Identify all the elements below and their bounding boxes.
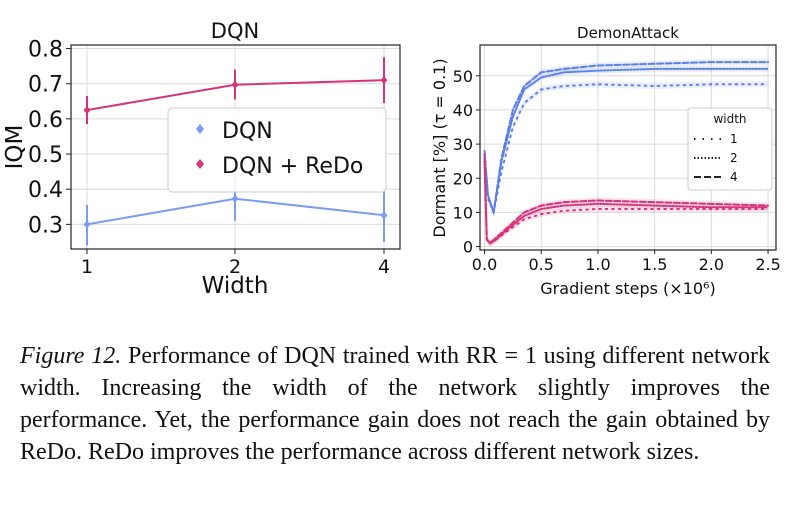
right-y-axis-label: Dormant [%] (τ = 0.1) [430,58,449,237]
right-chart-title: DemonAttack [577,24,679,42]
right-y-tick-label: 40 [453,101,473,120]
left-x-tick-label: 2 [229,256,241,278]
left-chart-title: DQN [211,19,259,43]
left-x-axis-label: Width [202,273,269,299]
right-series-line [483,153,770,245]
figure-caption: Figure 12. Performance of DQN trained wi… [20,340,770,468]
right-x-tick-label: 0.0 [472,255,497,274]
figure: 0.3 0.4 0.5 0.6 0.7 0.8 1 2 4 DQN Width IQM DQN … [2,19,781,299]
right-y-tick-label: 10 [453,203,473,222]
dqn-width-chart: 0.3 0.4 0.5 0.6 0.7 0.8 1 2 4 DQN Width IQM DQN … [2,19,401,299]
right-plot-frame [479,44,777,251]
right-series-line [483,160,770,245]
right-series-line [483,83,770,216]
right-legend-box [687,107,773,191]
left-ticks: 0.3 0.4 0.5 0.6 0.7 0.8 1 2 4 [28,38,390,278]
left-y-tick-label: 0.3 [28,213,63,238]
right-series-line [483,61,770,213]
right-grid [480,45,776,250]
legend-width-2-label: 2 [730,151,738,165]
legend-dqn-label: DQN [222,119,273,144]
legend-redo-marker [196,159,204,169]
caption-text: Performance of DQN trained with RR = 1 u… [20,343,770,465]
right-ticks: 0 10 20 30 40 50 0.0 0.5 1.0 1.5 2.0 2.5 [453,67,781,274]
caption-label: Figure 12. [20,343,122,369]
left-x-tick-label: 1 [81,256,93,278]
legend-width-1-label: 1 [730,132,738,146]
right-x-tick-label: 2.5 [755,255,780,274]
left-y-tick-label: 0.6 [28,108,63,133]
right-y-tick-label: 20 [453,169,473,188]
left-y-axis-label: IQM [2,125,28,170]
right-x-axis-label: Gradient steps (×10⁶) [540,279,715,298]
left-x-tick-label: 4 [378,256,390,278]
right-y-tick-label: 30 [453,135,473,154]
legend-dqn-marker [196,124,204,134]
left-legend: DQN DQN + ReDo [167,107,387,193]
left-data-point [231,194,239,203]
left-y-tick-label: 0.4 [28,178,63,203]
right-legend: width 1 2 4 [687,107,773,191]
right-x-tick-label: 0.5 [529,255,554,274]
demonattack-dormant-chart: 0 10 20 30 40 50 0.0 0.5 1.0 1.5 2.0 2.5 DemonAttac… [430,24,781,298]
legend-redo-label: DQN + ReDo [222,154,363,179]
left-legend-box [167,107,387,193]
left-y-tick-label: 0.5 [28,143,63,168]
left-data-point [380,76,388,85]
right-x-tick-label: 2.0 [699,255,724,274]
left-data-point [83,106,91,115]
right-x-tick-label: 1.0 [585,255,610,274]
right-y-tick-label: 50 [453,67,473,86]
left-y-tick-label: 0.8 [28,38,63,63]
right-legend-title: width [713,112,746,126]
left-data-point [231,80,239,89]
left-y-tick-label: 0.7 [28,73,63,98]
right-series [483,59,770,247]
legend-width-4-label: 4 [730,170,738,184]
right-y-tick-label: 0 [463,238,473,257]
right-x-tick-label: 1.5 [642,255,667,274]
left-data-point [380,211,388,220]
left-data-point [83,220,91,229]
